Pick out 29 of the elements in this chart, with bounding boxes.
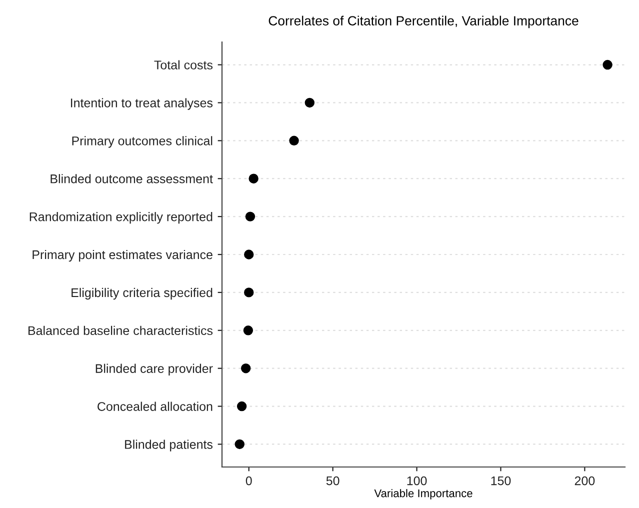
point: [240, 363, 251, 374]
point: [244, 288, 254, 298]
y-tick-label: Blinded care provider: [96, 364, 213, 376]
point: [248, 174, 258, 184]
x-axis-title: Variable Importance: [374, 489, 472, 500]
y-tick-label: Intention to treat analyses: [70, 98, 213, 110]
y-tick-label: Primary outcomes clinical: [72, 136, 212, 148]
y-tick-label: Eligibility criteria specified: [72, 288, 212, 300]
x-tick-label: 0: [246, 476, 252, 486]
x-tick-label: 200: [574, 476, 595, 486]
x-tick-label: 50: [326, 476, 340, 486]
point: [245, 212, 256, 222]
y-tick-label: Randomization explicitly reported: [30, 212, 212, 224]
chart-title: Correlates of Citation Percentile, Variable Importance: [268, 16, 578, 28]
point: [234, 439, 244, 450]
x-tick-label: 100: [407, 476, 427, 486]
y-tick-label: Primary point estimates variance: [32, 250, 212, 262]
y-tick-label: Blinded outcome assessment: [50, 174, 213, 184]
point: [602, 60, 612, 70]
y-tick-label: Concealed allocation: [98, 402, 212, 411]
y-tick-label: Blinded patients: [125, 440, 213, 452]
point: [236, 401, 247, 412]
point: [244, 250, 254, 260]
x-tick-label: 150: [491, 476, 511, 486]
y-tick-label: Balanced baseline characteristics: [28, 326, 213, 336]
point: [243, 326, 254, 336]
point: [304, 98, 315, 108]
point: [289, 136, 299, 146]
y-tick-label: Total costs: [154, 60, 213, 70]
